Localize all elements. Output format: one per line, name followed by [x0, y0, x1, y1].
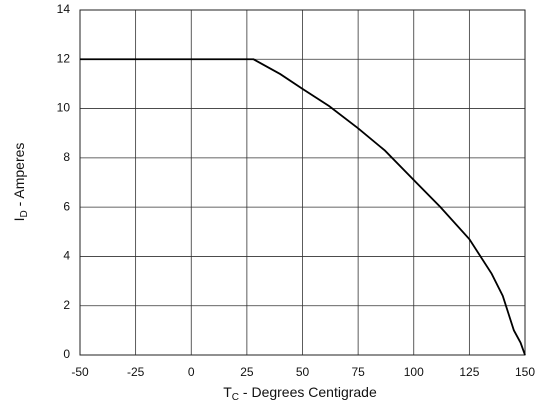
y-tick-label: 0: [63, 347, 70, 361]
x-text: - Degrees Centigrade: [239, 384, 377, 400]
x-tick-label: 125: [459, 365, 479, 379]
x-tick-label: 0: [188, 365, 195, 379]
x-subscript: C: [232, 392, 239, 403]
y-tick-label: 4: [63, 249, 70, 263]
x-tick-label: 25: [240, 365, 254, 379]
y-symbol: I: [11, 218, 27, 222]
y-tick-label: 10: [57, 101, 71, 115]
x-tick-label: -50: [71, 365, 89, 379]
y-text: - Amperes: [11, 143, 27, 211]
x-tick-label: -25: [127, 365, 145, 379]
y-tick-label: 14: [57, 2, 71, 16]
x-tick-label: 50: [296, 365, 310, 379]
plot-frame: [79, 9, 526, 356]
x-tick-label: 150: [515, 365, 535, 379]
curve: [80, 58, 526, 356]
y-tick-label: 6: [63, 199, 70, 213]
x-axis-title: TC - Degrees Centigrade: [223, 384, 377, 403]
x-tick-label: 100: [404, 365, 424, 379]
y-subscript: D: [19, 210, 30, 217]
y-tick-label: 2: [63, 298, 70, 312]
y-axis-title: ID - Amperes: [11, 143, 30, 222]
x-tick-label: 75: [351, 365, 365, 379]
y-tick-label: 12: [57, 51, 71, 65]
x-symbol: T: [223, 384, 232, 400]
y-tick-label: 8: [63, 150, 70, 164]
